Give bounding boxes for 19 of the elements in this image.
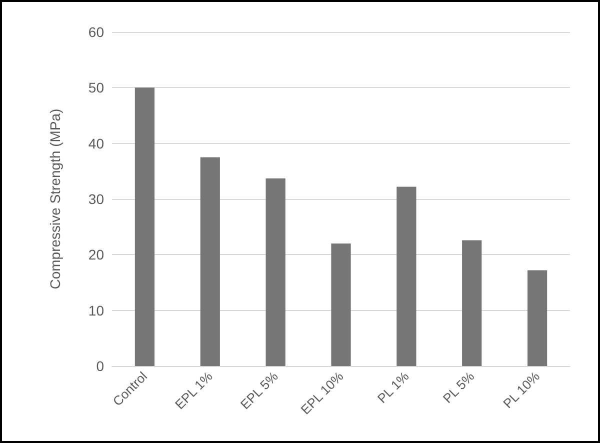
y-axis-title: Compressive Strength (MPa)	[47, 108, 63, 290]
y-tick-label: 50	[88, 80, 104, 96]
x-tick-label: EPL 5%	[237, 368, 282, 412]
y-tick-label: 0	[96, 358, 104, 374]
y-tick-label: 30	[88, 191, 104, 207]
bar	[266, 178, 286, 366]
y-tick-label: 60	[88, 24, 104, 40]
bar	[331, 244, 351, 366]
bar	[396, 186, 416, 366]
x-tick-label: PL 5%	[440, 368, 478, 406]
bar	[134, 88, 155, 366]
x-tick-label: EPL 1%	[172, 368, 216, 412]
bar	[200, 157, 220, 366]
y-tick-label: 40	[88, 135, 104, 152]
x-tick-label: PL 1%	[374, 368, 412, 406]
bar	[462, 240, 482, 366]
y-tick-label: 10	[88, 302, 104, 318]
y-tick-label: 20	[88, 246, 104, 263]
bar	[527, 270, 548, 366]
